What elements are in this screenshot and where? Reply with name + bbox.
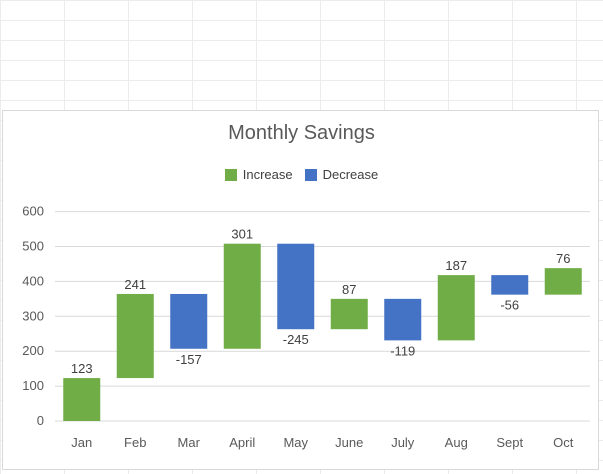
legend-item-increase: Increase bbox=[224, 167, 293, 182]
bar-sept bbox=[491, 275, 529, 295]
bar-mar bbox=[170, 293, 208, 349]
data-label-8: -56 bbox=[500, 298, 519, 313]
legend-swatch-increase bbox=[224, 168, 237, 181]
legend-item-decrease: Decrease bbox=[304, 167, 379, 182]
legend-swatch-decrease bbox=[304, 168, 317, 181]
x-tick-label-5: June bbox=[335, 435, 363, 450]
x-tick-label-0: Jan bbox=[71, 435, 92, 450]
data-label-7: 187 bbox=[445, 258, 467, 273]
data-label-9: 76 bbox=[556, 251, 570, 266]
legend-label-decrease: Decrease bbox=[322, 167, 379, 182]
bar-oct bbox=[544, 268, 582, 295]
data-label-6: -119 bbox=[390, 343, 415, 358]
y-tick-label-5: 500 bbox=[22, 239, 44, 254]
x-tick-label-3: April bbox=[229, 435, 255, 450]
x-tick-label-2: Mar bbox=[178, 435, 201, 450]
data-label-5: 87 bbox=[342, 282, 356, 297]
bar-aug bbox=[437, 275, 475, 341]
x-tick-label-1: Feb bbox=[124, 435, 146, 450]
data-label-2: -157 bbox=[176, 352, 202, 367]
data-label-4: -245 bbox=[283, 332, 309, 347]
data-label-1: 241 bbox=[124, 277, 146, 292]
bar-july bbox=[384, 298, 422, 341]
bar-feb bbox=[116, 293, 154, 379]
x-tick-label-8: Sept bbox=[496, 435, 523, 450]
y-tick-label-2: 200 bbox=[22, 343, 44, 358]
y-tick-label-3: 300 bbox=[22, 308, 44, 323]
x-tick-label-4: May bbox=[283, 435, 308, 450]
x-tick-label-7: Aug bbox=[445, 435, 468, 450]
bar-june bbox=[330, 298, 368, 330]
bar-april bbox=[223, 243, 261, 349]
x-tick-label-9: Oct bbox=[553, 435, 574, 450]
bar-may bbox=[277, 243, 315, 330]
chart-legend: Increase Decrease bbox=[0, 167, 603, 182]
y-tick-label-6: 600 bbox=[22, 204, 44, 219]
chart-title: Monthly Savings bbox=[228, 122, 375, 144]
x-tick-label-6: July bbox=[391, 435, 415, 450]
data-label-0: 123 bbox=[71, 361, 93, 376]
y-tick-label-4: 400 bbox=[22, 273, 44, 288]
y-tick-label-1: 100 bbox=[22, 378, 44, 393]
y-tick-label-0: 0 bbox=[37, 413, 44, 428]
bar-jan bbox=[63, 378, 101, 421]
legend-label-increase: Increase bbox=[242, 167, 293, 182]
data-label-3: 301 bbox=[231, 227, 253, 242]
